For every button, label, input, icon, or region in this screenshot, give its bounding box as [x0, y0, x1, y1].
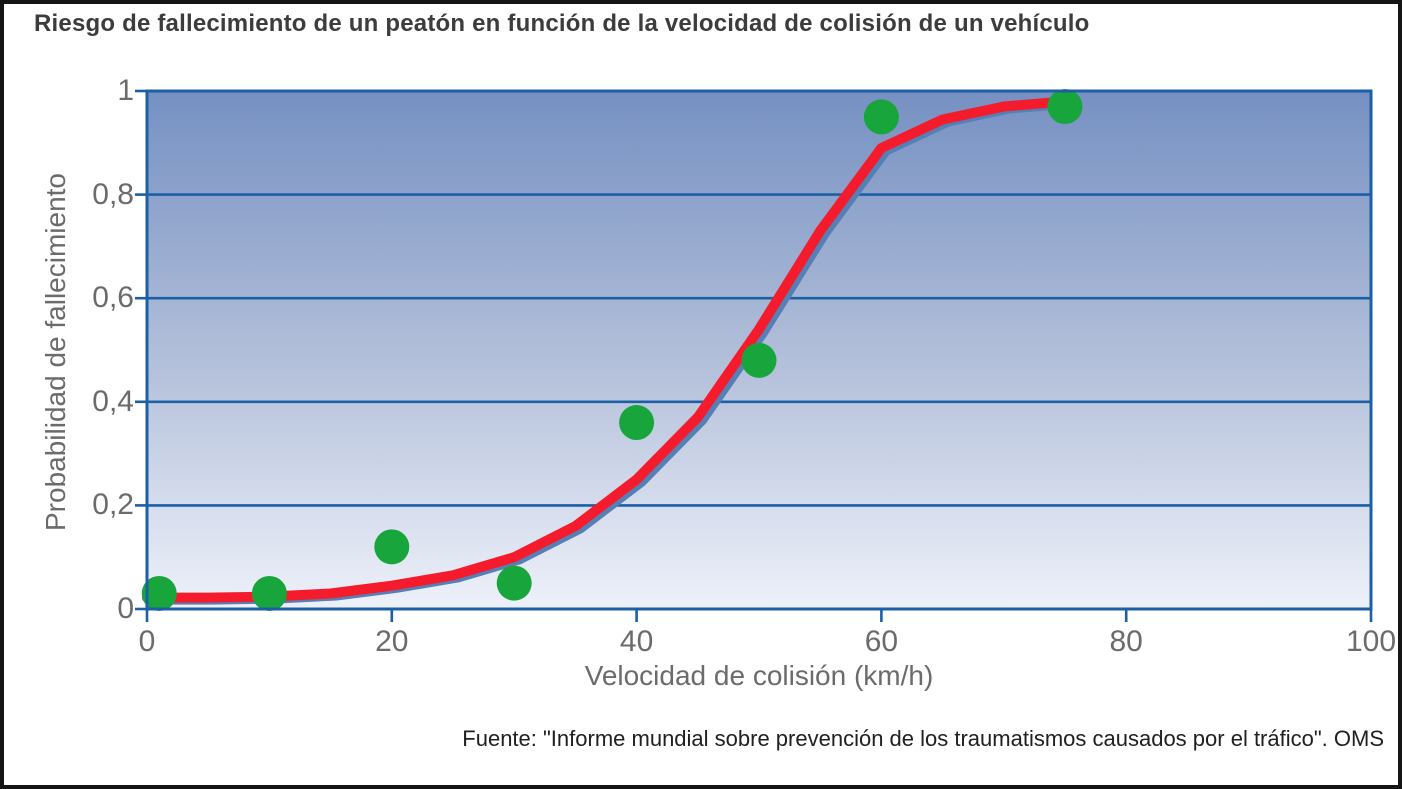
y-tick-label: 0,2	[92, 488, 134, 522]
plot-border	[145, 89, 1373, 611]
x-tick-label: 0	[138, 625, 156, 658]
y-tick-label: 0,6	[92, 281, 134, 315]
x-tick-label: 100	[1345, 625, 1397, 658]
data-point	[496, 565, 532, 601]
y-tick-label: 0,4	[92, 384, 134, 418]
x-tick-label: 20	[375, 625, 409, 658]
x-tick-label: 80	[1109, 625, 1143, 658]
x-tick-label: 60	[864, 625, 899, 658]
plot-svg	[135, 89, 1373, 622]
chart-title: Riesgo de fallecimiento de un peatón en …	[34, 10, 1090, 37]
data-point	[374, 529, 410, 565]
y-tick-label: 0	[117, 592, 134, 625]
x-tick-label: 40	[619, 625, 654, 658]
data-point	[1047, 89, 1083, 125]
data-point	[141, 575, 177, 611]
data-point	[863, 99, 899, 135]
data-point	[251, 575, 287, 611]
x-axis-title: Velocidad de colisión (km/h)	[584, 660, 934, 691]
y-tick-label: 0,8	[92, 177, 134, 211]
source-note: Fuente: "Informe mundial sobre prevenció…	[462, 726, 1384, 751]
data-point	[619, 405, 655, 441]
y-tick-label: 1	[117, 74, 134, 107]
fitted-curve-red	[142, 96, 1070, 603]
data-point	[741, 342, 777, 378]
plot-layers	[135, 89, 1373, 622]
